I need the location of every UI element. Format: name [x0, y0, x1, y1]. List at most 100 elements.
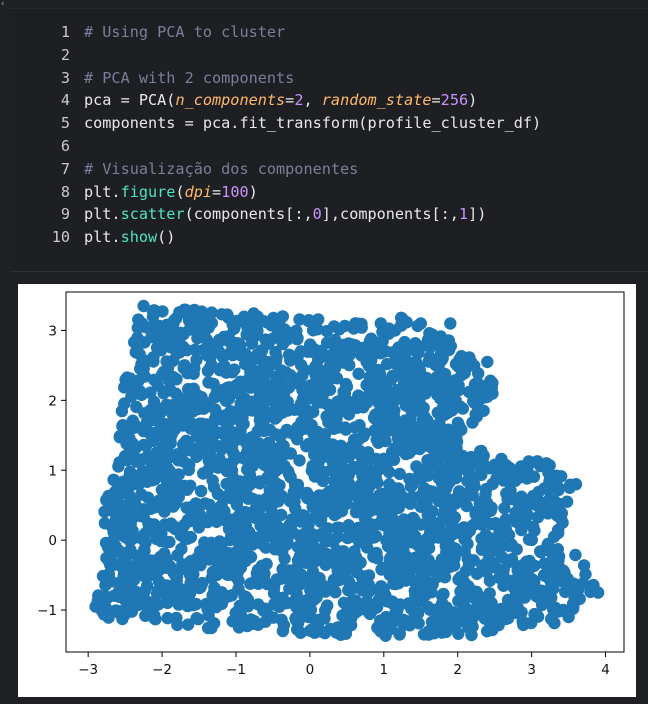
scatter-point	[275, 364, 288, 377]
scatter-point	[545, 591, 558, 604]
scatter-point	[461, 552, 474, 565]
scatter-point	[255, 344, 269, 357]
code-line-text: plt.show()	[84, 226, 175, 249]
scatter-point	[202, 609, 215, 622]
scatter-point	[294, 626, 307, 639]
y-tick-label: 2	[48, 393, 57, 409]
scatter-point	[412, 433, 425, 447]
scatter-point	[151, 379, 164, 392]
scatter-point	[115, 487, 128, 500]
code-token: =	[212, 182, 222, 201]
code-line[interactable]: 4 pca = PCA(n_components=2, random_state=…	[32, 89, 648, 112]
scatter-point	[304, 382, 317, 395]
scatter-point	[468, 359, 481, 372]
scatter-point	[496, 551, 509, 564]
scatter-point	[180, 593, 193, 606]
scatter-point	[198, 536, 211, 549]
scatter-point	[397, 525, 411, 539]
scatter-point	[401, 445, 414, 458]
scatter-point	[261, 366, 275, 380]
scatter-point	[257, 424, 270, 437]
scatter-point	[310, 543, 323, 556]
scatter-point	[485, 382, 498, 395]
scatter-point	[330, 486, 344, 499]
scatter-point	[315, 344, 328, 357]
scatter-point	[408, 513, 421, 527]
line-number: 7	[60, 159, 70, 178]
scatter-point	[302, 518, 315, 531]
scatter-point	[206, 474, 219, 487]
scatter-point	[139, 465, 153, 478]
code-line[interactable]: 10 plt.show()	[32, 226, 648, 249]
scatter-point	[92, 589, 105, 602]
scatter-point	[555, 513, 568, 526]
code-token: scatter	[120, 205, 185, 224]
scatter-point	[242, 320, 256, 333]
collapse-chevron-icon[interactable]: ‹	[0, 0, 6, 9]
scatter-point	[483, 587, 496, 600]
scatter-point	[302, 314, 316, 327]
scatter-point	[347, 554, 360, 568]
scatter-point	[353, 432, 366, 446]
scatter-point	[221, 568, 234, 581]
scatter-point	[342, 337, 355, 350]
scatter-point	[445, 460, 458, 473]
scatter-point	[331, 565, 344, 578]
code-token: ()	[157, 228, 176, 247]
scatter-point	[395, 347, 408, 360]
scatter-point	[286, 513, 299, 526]
scatter-point	[546, 550, 560, 564]
scatter-point	[365, 332, 378, 345]
scatter-point	[202, 376, 215, 389]
scatter-point	[420, 498, 433, 512]
scatter-point	[497, 563, 510, 576]
scatter-point	[98, 517, 112, 530]
scatter-point	[183, 581, 196, 594]
code-line[interactable]: 8 plt.figure(dpi=100)	[32, 181, 648, 204]
code-line[interactable]: 7 # Visualização dos componentes	[32, 158, 648, 181]
scatter-point	[548, 495, 562, 508]
scatter-point	[501, 612, 515, 625]
scatter-point	[197, 467, 210, 480]
scatter-point	[219, 428, 232, 441]
scatter-point	[107, 558, 121, 571]
scatter-point	[395, 429, 409, 442]
scatter-point	[307, 557, 320, 570]
scatter-point	[118, 450, 132, 463]
scatter-point	[181, 309, 195, 322]
code-cell[interactable]: 1 # Using PCA to cluster 2 3 # PCA with 2 co…	[10, 8, 648, 272]
scatter-point	[256, 395, 270, 409]
code-token: 256	[440, 91, 469, 110]
scatter-point	[445, 515, 458, 528]
code-token: 1	[458, 205, 469, 224]
scatter-point	[383, 527, 396, 540]
scatter-point	[137, 503, 150, 516]
code-line[interactable]: 3 # PCA with 2 components	[32, 67, 648, 90]
code-line[interactable]: 2	[32, 44, 648, 67]
line-number: 9	[60, 205, 70, 224]
code-editor[interactable]: 1 # Using PCA to cluster 2 3 # PCA with 2 co…	[32, 21, 648, 249]
scatter-point	[167, 317, 180, 330]
x-tick-label: 1	[380, 662, 389, 678]
scatter-point	[290, 580, 303, 594]
scatter-point	[192, 521, 206, 534]
code-token: pca = PCA(	[84, 91, 176, 110]
scatter-point	[241, 378, 255, 391]
code-line[interactable]: 5 components = pca.fit_transform(profile_…	[32, 112, 648, 135]
scatter-point	[458, 366, 471, 380]
scatter-point	[400, 495, 413, 508]
scatter-point	[184, 479, 197, 492]
scatter-point	[154, 339, 167, 353]
scatter-point	[483, 462, 497, 475]
code-line[interactable]: 6	[32, 135, 648, 158]
code-line[interactable]: 9 plt.scatter(components[:,0],components[…	[32, 203, 648, 226]
scatter-point	[319, 558, 332, 571]
code-token: )	[468, 91, 478, 110]
scatter-point	[568, 591, 581, 604]
code-line[interactable]: 1 # Using PCA to cluster	[32, 21, 648, 44]
scatter-point	[147, 355, 160, 368]
scatter-point	[446, 526, 460, 539]
scatter-point	[329, 333, 342, 347]
scatter-point	[129, 346, 142, 359]
scatter-point	[499, 513, 512, 526]
